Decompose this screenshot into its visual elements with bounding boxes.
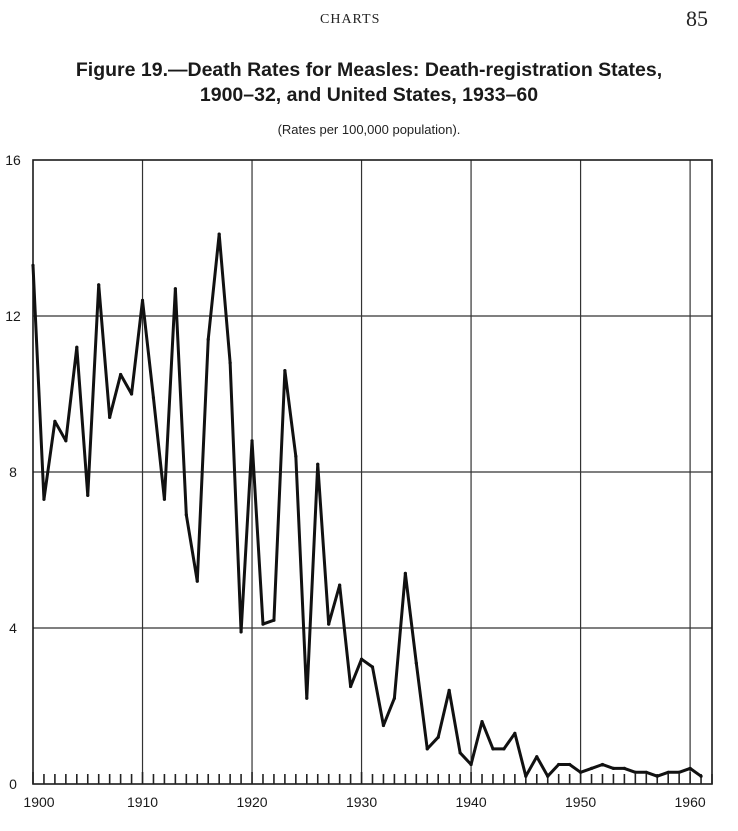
data-point bbox=[348, 684, 353, 689]
data-points bbox=[31, 232, 703, 778]
data-point bbox=[64, 439, 68, 443]
data-point bbox=[108, 415, 112, 419]
data-point bbox=[589, 766, 594, 771]
data-point bbox=[655, 774, 659, 778]
data-point bbox=[272, 618, 276, 622]
x-minor-ticks bbox=[32, 772, 713, 784]
data-point bbox=[458, 751, 462, 755]
data-point bbox=[502, 747, 506, 751]
data-point bbox=[206, 337, 210, 341]
data-point bbox=[316, 462, 320, 466]
y-tick-label: 12 bbox=[5, 308, 21, 324]
data-point bbox=[86, 493, 90, 497]
running-head: CHARTS 85 bbox=[0, 6, 738, 32]
data-point bbox=[327, 622, 331, 626]
data-point bbox=[195, 579, 199, 583]
x-tick-label: 1910 bbox=[127, 794, 158, 810]
data-point bbox=[140, 298, 145, 302]
x-tick-label: 1900 bbox=[23, 794, 54, 810]
data-point bbox=[283, 369, 287, 373]
data-point bbox=[381, 723, 386, 728]
data-point bbox=[75, 345, 79, 349]
data-point bbox=[42, 497, 46, 501]
data-point bbox=[414, 661, 418, 665]
data-point bbox=[261, 622, 265, 626]
data-point bbox=[611, 766, 616, 771]
data-point bbox=[31, 263, 35, 267]
x-tick-label: 1940 bbox=[455, 794, 486, 810]
data-point bbox=[699, 774, 703, 778]
y-tick-label: 0 bbox=[9, 776, 17, 792]
data-point bbox=[338, 583, 342, 587]
x-tick-label: 1920 bbox=[236, 794, 267, 810]
x-tick-label: 1930 bbox=[346, 794, 377, 810]
data-point bbox=[370, 665, 375, 669]
data-point bbox=[173, 287, 177, 291]
data-point bbox=[546, 774, 550, 778]
y-tick-label: 8 bbox=[9, 464, 17, 480]
series-line bbox=[31, 232, 702, 778]
page-number: 85 bbox=[686, 6, 708, 31]
data-point bbox=[557, 762, 561, 767]
data-point bbox=[184, 513, 188, 517]
data-point bbox=[524, 774, 528, 778]
x-tick-label: 1950 bbox=[565, 794, 596, 810]
data-point bbox=[644, 770, 648, 774]
grid-lines bbox=[33, 160, 712, 784]
y-axis-tick-labels: 0 4 8 12 16 bbox=[5, 152, 21, 792]
data-point bbox=[578, 770, 583, 774]
data-point bbox=[480, 720, 484, 724]
data-point bbox=[535, 755, 539, 759]
data-point bbox=[436, 735, 440, 739]
data-point bbox=[513, 731, 517, 735]
figure-title-line-1: Figure 19.—Death Rates for Measles: Deat… bbox=[75, 59, 663, 81]
y-tick-label: 4 bbox=[9, 620, 17, 636]
data-point bbox=[294, 454, 298, 458]
data-point bbox=[677, 770, 681, 774]
data-point bbox=[239, 630, 243, 634]
data-point bbox=[250, 439, 254, 443]
data-point bbox=[688, 766, 692, 771]
data-point bbox=[162, 497, 167, 501]
figure-subtitle: (Rates per 100,000 population). bbox=[277, 122, 461, 137]
data-point bbox=[305, 696, 309, 700]
data-point bbox=[425, 747, 429, 751]
figure-title: Figure 19.—Death Rates for Measles: Deat… bbox=[0, 58, 738, 108]
data-point bbox=[228, 361, 232, 365]
data-point bbox=[129, 392, 134, 396]
data-point bbox=[633, 770, 637, 774]
figure-title-line-2: 1900–32, and United States, 1933–60 bbox=[199, 84, 539, 106]
running-head-section: CHARTS bbox=[320, 12, 381, 27]
data-point bbox=[97, 283, 101, 287]
data-point bbox=[119, 372, 123, 377]
x-axis-tick-labels: 1900 1910 1920 1930 1940 1950 1960 bbox=[23, 794, 705, 810]
data-point bbox=[217, 232, 221, 236]
data-point bbox=[568, 762, 572, 767]
data-point bbox=[469, 762, 473, 767]
y-tick-label: 16 bbox=[5, 152, 21, 168]
x-tick-label: 1960 bbox=[675, 794, 706, 810]
data-point bbox=[600, 762, 605, 767]
data-point bbox=[622, 766, 626, 771]
data-point bbox=[666, 770, 670, 774]
data-point bbox=[151, 396, 156, 400]
data-point bbox=[447, 688, 451, 693]
data-point bbox=[491, 747, 495, 751]
data-point bbox=[359, 657, 364, 661]
data-point bbox=[53, 419, 57, 423]
data-point bbox=[392, 696, 397, 700]
data-point bbox=[403, 571, 407, 576]
